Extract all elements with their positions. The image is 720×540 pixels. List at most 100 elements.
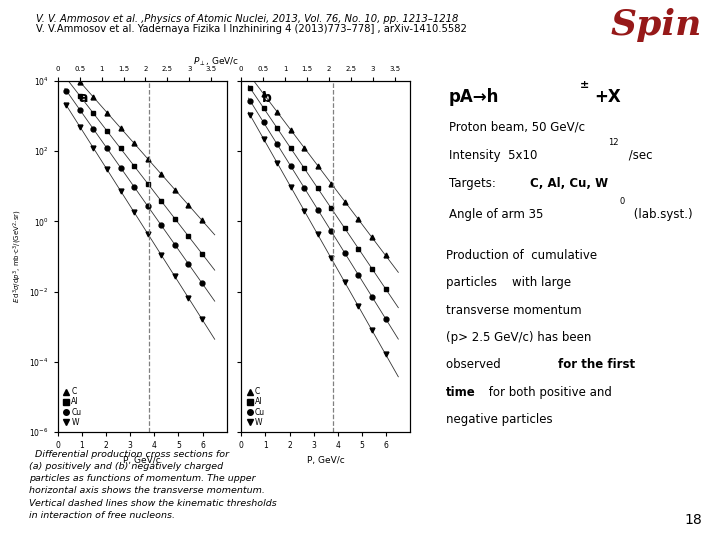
W bbox=[327, 255, 336, 262]
W bbox=[354, 303, 363, 309]
Cu bbox=[313, 206, 322, 213]
Al bbox=[259, 105, 268, 111]
Al bbox=[381, 286, 390, 292]
Text: C, Al, Cu, W: C, Al, Cu, W bbox=[531, 178, 608, 191]
Al bbox=[89, 110, 98, 117]
W bbox=[300, 207, 308, 214]
Text: $P_\perp$, GeV/c: $P_\perp$, GeV/c bbox=[193, 55, 239, 68]
Text: ±: ± bbox=[580, 80, 590, 90]
Line: W: W bbox=[64, 103, 204, 321]
Text: 12: 12 bbox=[608, 138, 618, 146]
W bbox=[76, 124, 84, 130]
Text: V. V.Ammosov et al. Yadernaya Fizika I Inzhiniring 4 (2013)773–778] , arXiv-1410: V. V.Ammosov et al. Yadernaya Fizika I I… bbox=[36, 24, 467, 35]
C bbox=[143, 156, 152, 162]
Text: Intensity  5x10: Intensity 5x10 bbox=[449, 148, 537, 162]
C bbox=[368, 234, 377, 241]
Text: Proton beam, 50 GeV/c: Proton beam, 50 GeV/c bbox=[449, 120, 585, 133]
Text: 0: 0 bbox=[619, 197, 624, 206]
C bbox=[259, 91, 268, 97]
Al bbox=[171, 215, 179, 222]
Text: 18: 18 bbox=[684, 512, 702, 526]
W bbox=[287, 184, 295, 190]
Legend: C, Al, Cu, W: C, Al, Cu, W bbox=[245, 386, 266, 428]
Line: Al: Al bbox=[64, 76, 204, 256]
Cu bbox=[171, 241, 179, 248]
Text: transverse momentum: transverse momentum bbox=[446, 303, 582, 317]
C bbox=[246, 72, 254, 79]
Cu bbox=[381, 315, 390, 322]
X-axis label: P, GeV/c: P, GeV/c bbox=[123, 456, 161, 464]
C bbox=[76, 78, 84, 85]
Text: /sec: /sec bbox=[625, 148, 652, 162]
W bbox=[130, 209, 138, 215]
W bbox=[62, 102, 71, 109]
Text: for the first: for the first bbox=[558, 359, 635, 372]
Al bbox=[143, 180, 152, 187]
Cu bbox=[327, 228, 336, 234]
Line: Cu: Cu bbox=[64, 88, 204, 286]
W bbox=[143, 231, 152, 237]
Text: b: b bbox=[261, 91, 271, 105]
C bbox=[273, 109, 282, 115]
Al bbox=[368, 265, 377, 272]
C bbox=[197, 217, 206, 224]
Cu bbox=[103, 145, 112, 152]
Al bbox=[341, 225, 349, 232]
C bbox=[62, 63, 71, 70]
W bbox=[246, 112, 254, 118]
C bbox=[313, 163, 322, 169]
W bbox=[157, 252, 166, 258]
W bbox=[273, 159, 282, 166]
Text: particles    with large: particles with large bbox=[446, 276, 571, 289]
Al bbox=[184, 233, 193, 239]
Line: Al: Al bbox=[248, 85, 388, 291]
Text: for both positive and: for both positive and bbox=[485, 386, 611, 399]
Text: +X: +X bbox=[594, 88, 621, 106]
C bbox=[184, 201, 193, 208]
Text: (p> 2.5 GeV/c) has been: (p> 2.5 GeV/c) has been bbox=[446, 331, 591, 344]
Al bbox=[327, 205, 336, 212]
Al bbox=[62, 75, 71, 82]
Text: a: a bbox=[78, 91, 87, 105]
Text: Differential production cross sections for
(a) positively and (b) negatively cha: Differential production cross sections f… bbox=[30, 450, 277, 519]
Cu bbox=[368, 293, 377, 300]
C bbox=[341, 198, 349, 205]
Text: Spin: Spin bbox=[611, 8, 702, 42]
C bbox=[116, 125, 125, 131]
Cu bbox=[287, 163, 295, 169]
Cu bbox=[143, 203, 152, 210]
Cu bbox=[157, 222, 166, 228]
W bbox=[381, 351, 390, 357]
C bbox=[103, 109, 112, 116]
Y-axis label: $E\,\mathrm{d}^3\sigma/\mathrm{d}p^3$, mb$\cdot$c$^3$/(GeV$^2$$\cdot$sr): $E\,\mathrm{d}^3\sigma/\mathrm{d}p^3$, m… bbox=[12, 210, 24, 303]
Text: V. V. Ammosov et al. ,Physics of Atomic Nuclei, 2013, Vol. 76, No. 10, pp. 1213–: V. V. Ammosov et al. ,Physics of Atomic … bbox=[36, 14, 459, 24]
Cu bbox=[62, 87, 71, 94]
Text: Production of  cumulative: Production of cumulative bbox=[446, 249, 597, 262]
Al bbox=[273, 125, 282, 131]
Cu bbox=[341, 250, 349, 256]
C bbox=[300, 144, 308, 151]
C bbox=[130, 140, 138, 146]
W bbox=[368, 327, 377, 334]
Cu bbox=[116, 164, 125, 171]
W bbox=[184, 294, 193, 301]
Al bbox=[130, 163, 138, 169]
Text: time: time bbox=[446, 386, 476, 399]
Al bbox=[313, 185, 322, 192]
Cu bbox=[273, 141, 282, 147]
W bbox=[259, 136, 268, 142]
Al bbox=[76, 93, 84, 99]
Cu bbox=[89, 126, 98, 132]
Cu bbox=[130, 184, 138, 190]
W bbox=[171, 273, 179, 280]
Cu bbox=[246, 97, 254, 104]
Text: observed: observed bbox=[446, 359, 523, 372]
Text: Angle of arm 35: Angle of arm 35 bbox=[449, 208, 543, 221]
Line: Cu: Cu bbox=[248, 98, 388, 321]
X-axis label: P, GeV/c: P, GeV/c bbox=[307, 456, 345, 464]
Text: (lab.syst.): (lab.syst.) bbox=[630, 208, 693, 221]
W bbox=[197, 316, 206, 322]
C bbox=[381, 252, 390, 259]
Al bbox=[197, 251, 206, 257]
Cu bbox=[197, 280, 206, 286]
